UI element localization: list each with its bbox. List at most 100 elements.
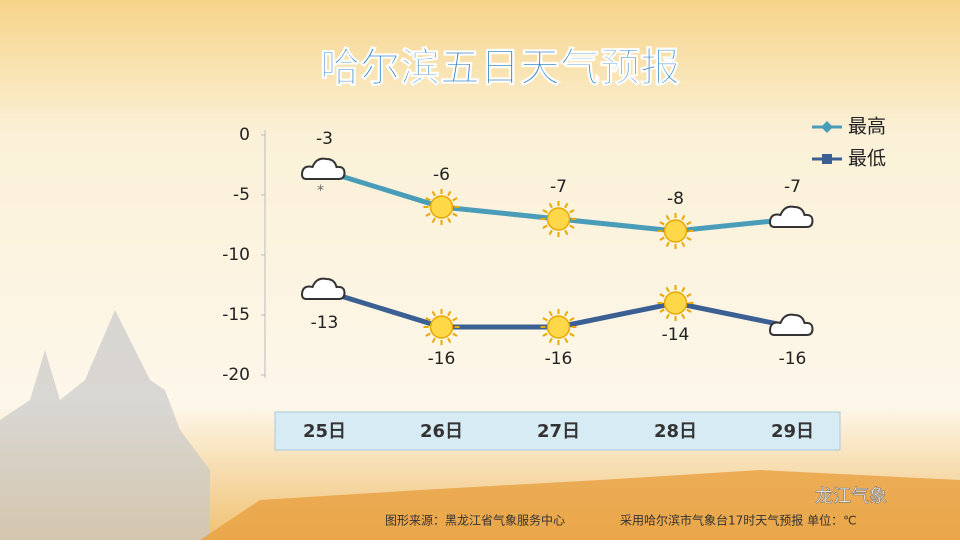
sun-ray [665, 241, 670, 248]
sun-ray [452, 332, 458, 337]
sun-ray [548, 202, 553, 209]
sun-ray [681, 241, 686, 248]
source-text: 图形来源：黑龙江省气象服务中心 [385, 513, 565, 528]
sun-ray [569, 332, 575, 337]
building-illustration [0, 310, 210, 540]
data-label: -7 [550, 177, 567, 197]
snowflake: * [317, 183, 324, 199]
category-band [274, 411, 841, 451]
sun-ray [548, 337, 553, 344]
sun-ray [431, 337, 436, 344]
cloud [769, 205, 814, 228]
data-label: -6 [433, 165, 450, 185]
x-tick-label: 28日 [654, 421, 697, 442]
sun-disc [429, 315, 454, 339]
watermark: 龙江气象 [815, 486, 887, 507]
sun-ray [569, 317, 575, 322]
cloud [769, 313, 814, 336]
x-tick-label: 26日 [420, 421, 463, 442]
sun-ray [681, 214, 686, 221]
weather-icon [423, 309, 460, 345]
weather-icon [540, 309, 577, 345]
sun-ray [431, 310, 436, 317]
sun-ray [564, 229, 569, 236]
sun-ray [425, 317, 431, 322]
cloud [301, 157, 346, 180]
y-tick-label: -20 [222, 365, 250, 385]
sun-ray [452, 317, 458, 322]
data-label: -8 [667, 189, 684, 209]
sun-ray [659, 293, 665, 298]
weather-icon [769, 313, 814, 336]
sun-disc [429, 195, 454, 219]
sun-ray [659, 236, 665, 241]
sun-ray [564, 310, 569, 317]
sun-ray [452, 197, 458, 202]
x-tick-label: 25日 [303, 421, 346, 442]
y-tick-label: -15 [222, 305, 250, 325]
data-label: -16 [428, 349, 456, 369]
sun-ray [425, 197, 431, 202]
sun-ray [425, 332, 431, 337]
sun-ray [665, 286, 670, 293]
sun-ray [425, 212, 431, 217]
weather-icon: * [301, 157, 346, 199]
sun-disc [663, 291, 688, 315]
x-tick-label: 29日 [771, 421, 814, 442]
legend-marker [822, 154, 832, 164]
sun-ray [665, 214, 670, 221]
field-illustration [200, 470, 960, 540]
data-label: -3 [316, 129, 333, 149]
data-label: -16 [779, 349, 807, 369]
sun-ray [431, 190, 436, 197]
legend-label: 最低 [848, 148, 886, 170]
legend-label: 最高 [848, 116, 886, 138]
data-label: -7 [784, 177, 801, 197]
sun-ray [542, 209, 548, 214]
cloud [301, 277, 346, 300]
weather-icon [657, 285, 694, 321]
weather-icon [769, 205, 814, 228]
y-tick-label: -10 [222, 245, 250, 265]
sun-ray [686, 236, 692, 241]
sun-ray [542, 317, 548, 322]
data-label: -13 [311, 313, 339, 333]
note-text: 采用哈尔滨市气象台17时天气预报 单位：℃ [620, 513, 857, 528]
sun-ray [548, 229, 553, 236]
sun-ray [447, 190, 452, 197]
sun-ray [569, 224, 575, 229]
sun-ray [452, 212, 458, 217]
sun-ray [569, 209, 575, 214]
sun-ray [665, 313, 670, 320]
sun-ray [686, 221, 692, 226]
weather-icon [657, 213, 694, 249]
sun-ray [447, 337, 452, 344]
sun-ray [548, 310, 553, 317]
weather-icon [301, 277, 346, 300]
sun-ray [659, 221, 665, 226]
weather-icon [423, 189, 460, 225]
weather-icon [540, 201, 577, 237]
sun-ray [431, 217, 436, 224]
chart-title: 哈尔滨五日天气预报 [320, 45, 680, 91]
sun-ray [681, 286, 686, 293]
y-tick-label: 0 [239, 125, 250, 145]
x-tick-label: 27日 [537, 421, 580, 442]
data-label: -16 [545, 349, 573, 369]
sun-ray [681, 313, 686, 320]
sun-disc [546, 207, 571, 231]
sun-ray [542, 224, 548, 229]
sun-disc [546, 315, 571, 339]
sun-ray [564, 337, 569, 344]
sun-ray [659, 308, 665, 313]
sun-ray [564, 202, 569, 209]
sun-disc [663, 219, 688, 243]
sun-ray [447, 310, 452, 317]
y-tick-label: -5 [233, 185, 250, 205]
sun-ray [686, 308, 692, 313]
sun-ray [686, 293, 692, 298]
sun-ray [542, 332, 548, 337]
sun-ray [447, 217, 452, 224]
data-label: -14 [662, 325, 690, 345]
